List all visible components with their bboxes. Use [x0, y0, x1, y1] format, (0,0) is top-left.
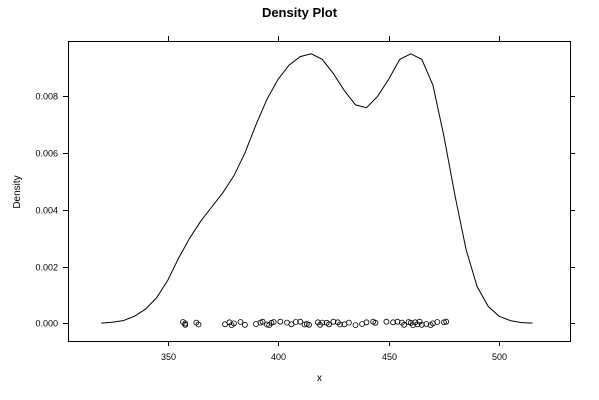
rug-point — [443, 318, 450, 325]
y-tick-label: 0.004 — [35, 206, 58, 216]
x-axis-label: x — [317, 373, 322, 384]
rug-point — [352, 322, 359, 329]
x-tick-label: 450 — [382, 352, 397, 362]
y-tick-label: 0.002 — [35, 263, 58, 273]
axis-tick-labels: 350 400 450 500 0.000 0.002 0.004 0.006 0.008 — [35, 92, 507, 363]
y-tick-label: 0.006 — [35, 149, 58, 159]
rug-point — [330, 318, 337, 325]
rug-point — [418, 321, 425, 328]
chart-title: Density Plot — [262, 5, 338, 20]
rug-point — [270, 319, 277, 325]
x-tick-label: 400 — [271, 352, 286, 362]
rug-point — [383, 318, 390, 325]
x-tick-label: 500 — [492, 352, 507, 362]
rug-point — [394, 318, 401, 325]
rug-point — [259, 318, 266, 325]
rug-point — [319, 319, 326, 326]
rug-point — [372, 319, 379, 326]
rug-point — [230, 320, 237, 327]
rug-point — [401, 321, 408, 328]
rug-point — [326, 321, 332, 328]
rug-point — [195, 321, 202, 328]
axis-ticks — [63, 36, 575, 346]
rug-point — [363, 319, 370, 326]
rug-point — [277, 318, 284, 325]
rug-point — [337, 321, 343, 328]
rug-point — [306, 321, 312, 328]
plot-area — [101, 53, 533, 329]
y-tick-label: 0.000 — [35, 319, 58, 329]
rug-point — [292, 319, 299, 325]
rug-point — [241, 321, 248, 328]
rug-point — [390, 319, 397, 326]
y-tick-label: 0.008 — [35, 92, 58, 102]
rug-point — [345, 319, 352, 326]
plot-frame — [68, 41, 571, 342]
rug-point — [288, 321, 295, 328]
y-axis-label: Density — [12, 175, 23, 208]
rug-point — [301, 321, 308, 328]
rug-point — [237, 319, 244, 325]
rug-point — [440, 319, 447, 326]
rug-point — [434, 319, 441, 325]
rug-point — [297, 318, 304, 325]
density-curve — [101, 53, 533, 324]
x-tick-label: 350 — [161, 352, 176, 362]
rug-point — [182, 320, 189, 327]
